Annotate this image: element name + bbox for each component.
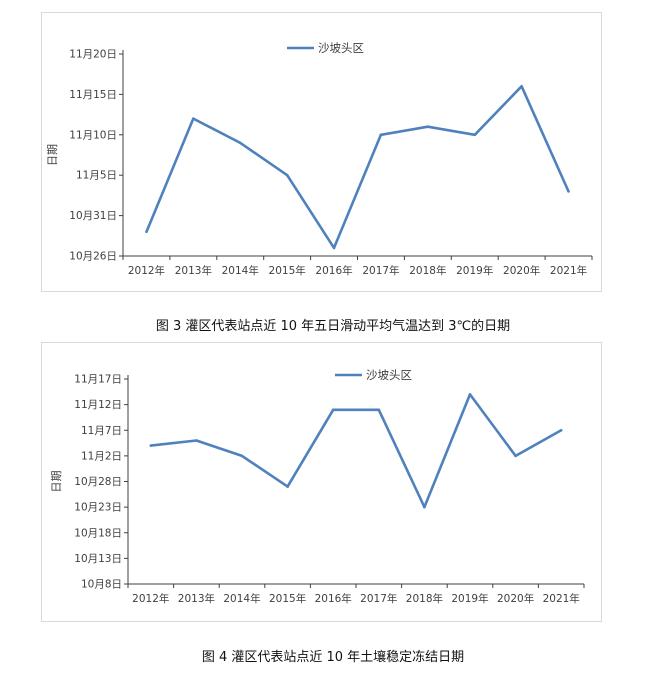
- chart-2-y-tick-label: 10月8日: [81, 579, 122, 591]
- chart-1: 10月26日 10月31日 11月5日 11月10日 11月15日 11月20日 2012年…: [41, 12, 602, 292]
- chart-1-x-tick-label: 2015年: [269, 264, 306, 277]
- chart-1-x-tick-label: 2021年: [550, 264, 587, 277]
- chart-2-legend-label: 沙坡头区: [366, 368, 412, 382]
- chart-2-x-tick-label: 2020年: [497, 592, 534, 605]
- chart-1-x-tick-label: 2016年: [315, 264, 352, 277]
- chart-2-x-tick-label: 2018年: [406, 592, 443, 605]
- chart-1-x-tick-label: 2013年: [175, 264, 212, 277]
- chart-2-y-tick-label: 10月18日: [74, 527, 122, 539]
- chart-2-y-tick-label: 11月17日: [74, 374, 122, 386]
- chart-1-data-point: [332, 246, 336, 250]
- chart-2: 10月8日 10月13日 10月18日 10月23日 10月28日 11月2日 11月7日 1…: [41, 342, 602, 622]
- chart-2-y-tick-label: 11月12日: [74, 399, 122, 411]
- chart-1-data-point: [426, 125, 430, 129]
- chart-1-svg: 10月26日 10月31日 11月5日 11月10日 11月15日 11月20日 2012年…: [46, 41, 593, 277]
- chart-1-series-line: [145, 85, 570, 250]
- chart-1-data-point: [520, 85, 523, 88]
- chart-2-x-tick-label: 2013年: [178, 592, 215, 605]
- chart-2-data-point: [377, 408, 381, 412]
- chart-1-y-tick-label: 11月10日: [69, 129, 117, 141]
- chart-2-data-point: [514, 454, 517, 458]
- chart-1-data-point: [145, 230, 148, 234]
- chart-1-x-tick-label: 2019年: [456, 264, 493, 277]
- chart-2-series-line: [150, 393, 562, 509]
- chart-2-data-point: [423, 505, 426, 509]
- chart-1-y-tick-label: 11月20日: [69, 49, 117, 61]
- chart-1-x-tick-label: 2012年: [128, 264, 165, 277]
- chart-2-x-tick-label: 2014年: [223, 592, 260, 605]
- chart-2-y-tick-label: 10月13日: [74, 553, 122, 565]
- chart-2-data-point: [559, 428, 563, 432]
- chart-1-x-tick-label: 2018年: [409, 264, 446, 277]
- chart-1-y-tick-label: 10月26日: [69, 251, 117, 263]
- chart-1-y-tick-label: 11月5日: [76, 170, 117, 182]
- chart-2-x-tick-label: 2017年: [360, 592, 397, 605]
- chart-1-x-tick-label: 2014年: [222, 264, 259, 277]
- chart-1-y-tick-label: 11月15日: [69, 89, 117, 101]
- chart-2-svg: 10月8日 10月13日 10月18日 10月23日 10月28日 11月2日 11月7日 1…: [50, 368, 585, 605]
- chart-2-x-tick-label: 2016年: [315, 592, 352, 605]
- chart-2-x-tick-label: 2012年: [132, 592, 169, 605]
- chart-1-data-point: [379, 133, 383, 137]
- chart-2-x-tick-label: 2015年: [269, 592, 306, 605]
- chart-1-x-tick-label: 2017年: [362, 264, 399, 277]
- figure-3-caption: 图 3 灌区代表站点近 10 年五日滑动平均气温达到 3℃的日期: [155, 319, 511, 334]
- chart-1-y-tick-label: 10月31日: [69, 210, 117, 222]
- chart-2-x-tick-label: 2021年: [543, 592, 580, 605]
- chart-2-data-point: [468, 393, 472, 396]
- figure-4-caption: 图 4 灌区代表站点近 10 年土壤稳定冻结日期: [201, 650, 465, 665]
- chart-1-x-tick-label: 2020年: [503, 264, 540, 277]
- chart-2-data-point: [240, 454, 244, 458]
- chart-2-data-point: [286, 485, 289, 488]
- chart-1-data-point: [567, 190, 570, 193]
- chart-2-data-point: [195, 439, 198, 442]
- chart-1-data-point: [192, 117, 195, 120]
- chart-2-y-tick-label: 11月7日: [81, 425, 122, 437]
- chart-2-y-axis-title: 日期: [50, 471, 63, 493]
- chart-2-y-tick-label: 11月2日: [81, 450, 122, 462]
- chart-1-data-point: [285, 173, 289, 177]
- chart-1-legend-label: 沙坡头区: [318, 41, 364, 55]
- chart-2-y-tick-label: 10月28日: [74, 476, 122, 488]
- chart-2-y-tick-label: 10月23日: [74, 502, 122, 514]
- chart-1-data-point: [238, 141, 242, 145]
- chart-2-data-point: [331, 408, 335, 412]
- chart-1-y-axis-title: 日期: [46, 144, 59, 166]
- chart-2-data-point: [149, 444, 153, 447]
- chart-2-x-tick-label: 2019年: [451, 592, 488, 605]
- chart-1-data-point: [473, 133, 477, 137]
